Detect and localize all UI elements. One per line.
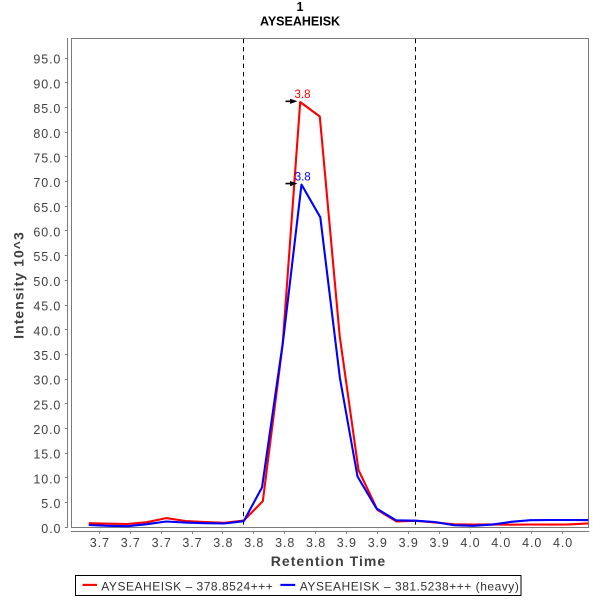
svg-text:60.0: 60.0 [33,226,61,240]
svg-text:55.0: 55.0 [33,250,61,264]
svg-text:3.9: 3.9 [399,536,419,550]
svg-text:15.0: 15.0 [33,448,61,462]
svg-text:25.0: 25.0 [33,398,61,412]
svg-text:45.0: 45.0 [33,300,61,314]
svg-text:80.0: 80.0 [33,127,61,141]
svg-text:AYSEAHEISK – 378.8524+++: AYSEAHEISK – 378.8524+++ [101,580,273,594]
svg-text:3.8: 3.8 [244,536,264,550]
svg-text:Retention Time: Retention Time [271,553,387,569]
svg-text:3.7: 3.7 [121,536,141,550]
svg-text:3.8: 3.8 [295,89,311,101]
svg-text:AYSEAHEISK – 381.5238+++ (heav: AYSEAHEISK – 381.5238+++ (heavy) [300,580,520,594]
svg-text:4.0: 4.0 [522,536,542,550]
svg-text:3.8: 3.8 [306,536,326,550]
svg-text:4.0: 4.0 [553,536,573,550]
svg-text:0.0: 0.0 [41,522,61,536]
svg-text:20.0: 20.0 [33,423,61,437]
svg-text:3.9: 3.9 [337,536,357,550]
svg-text:90.0: 90.0 [33,77,61,91]
svg-text:3.9: 3.9 [368,536,388,550]
svg-text:Intensity 10^3: Intensity 10^3 [10,231,26,339]
svg-text:85.0: 85.0 [33,102,61,116]
svg-text:65.0: 65.0 [33,201,61,215]
svg-text:AYSEAHEISK: AYSEAHEISK [260,14,340,28]
svg-text:1: 1 [297,0,304,14]
svg-text:5.0: 5.0 [41,497,61,511]
svg-text:3.7: 3.7 [182,536,202,550]
svg-text:95.0: 95.0 [33,53,61,67]
svg-text:3.8: 3.8 [275,536,295,550]
svg-text:35.0: 35.0 [33,349,61,363]
svg-text:75.0: 75.0 [33,151,61,165]
svg-text:50.0: 50.0 [33,275,61,289]
svg-text:30.0: 30.0 [33,374,61,388]
svg-text:70.0: 70.0 [33,176,61,190]
svg-text:3.7: 3.7 [90,536,110,550]
svg-text:3.8: 3.8 [295,171,311,183]
svg-text:3.9: 3.9 [430,536,450,550]
svg-text:40.0: 40.0 [33,324,61,338]
svg-text:4.0: 4.0 [460,536,480,550]
svg-text:10.0: 10.0 [33,472,61,486]
svg-text:4.0: 4.0 [491,536,511,550]
svg-text:3.8: 3.8 [213,536,233,550]
svg-text:3.7: 3.7 [152,536,172,550]
